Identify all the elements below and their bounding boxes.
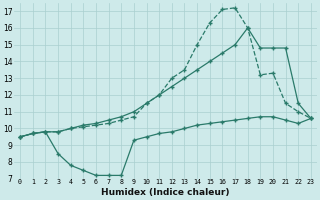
X-axis label: Humidex (Indice chaleur): Humidex (Indice chaleur) xyxy=(101,188,230,197)
